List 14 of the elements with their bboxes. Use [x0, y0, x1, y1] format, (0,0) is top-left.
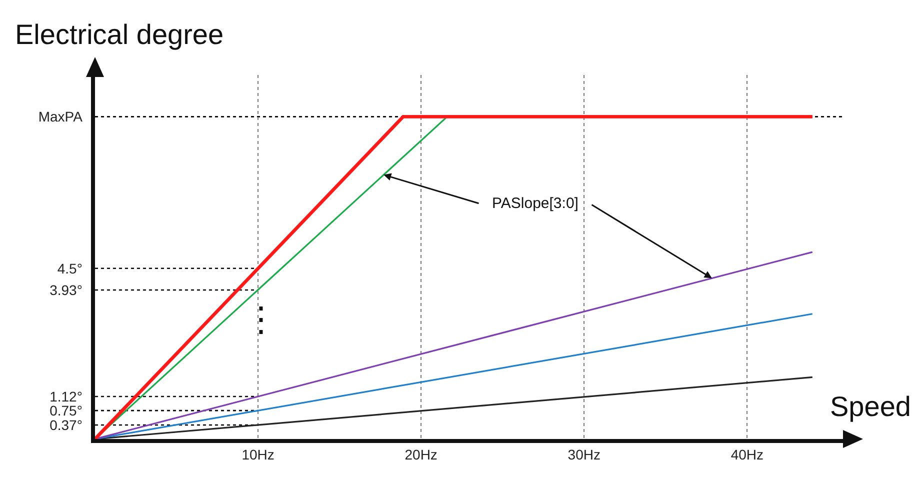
x-tick-label: 40Hz	[730, 446, 764, 463]
y-tick-label: 4.5°	[57, 260, 82, 276]
annotation: ⋮	[244, 301, 278, 339]
y-tick-label: 0.75°	[50, 402, 82, 418]
annotation: PASlope[3:0]	[492, 195, 578, 212]
y-tick-label: 3.93°	[50, 282, 82, 298]
x-tick-label: 10Hz	[242, 446, 274, 463]
x-tick-label: 20Hz	[404, 446, 438, 463]
x-tick-label: 30Hz	[568, 446, 600, 463]
y-tick-label: 0.37°	[50, 416, 82, 433]
y-tick-label: MaxPA	[38, 108, 84, 125]
x-axis-title: Speed	[830, 391, 911, 422]
y-tick-label: 1.12°	[50, 388, 82, 404]
y-axis-title: Electrical degree	[15, 19, 224, 50]
